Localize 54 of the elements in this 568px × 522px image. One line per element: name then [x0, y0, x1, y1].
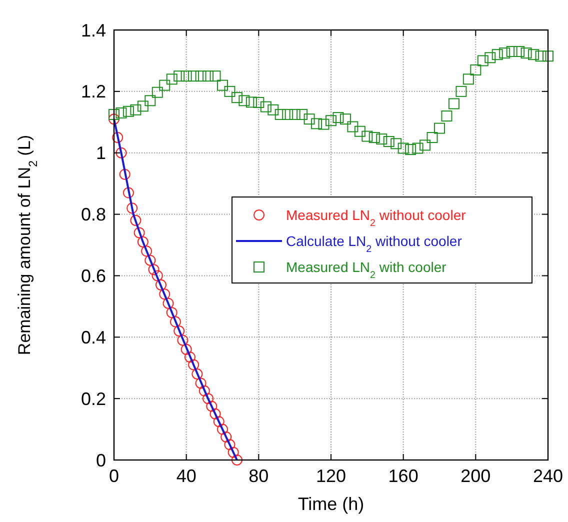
point [228, 446, 239, 458]
point [213, 416, 224, 428]
x-axis-title: Time (h) [298, 494, 364, 514]
point [188, 359, 200, 370]
point [116, 147, 127, 158]
x-tick-label: 0 [108, 466, 120, 486]
point [174, 326, 185, 336]
y-tick-label: 1.4 [80, 20, 106, 40]
point [119, 168, 130, 180]
point [144, 254, 156, 266]
point [122, 187, 134, 198]
y-tick-label: 0.4 [80, 327, 106, 348]
point [192, 368, 203, 380]
point [217, 424, 228, 435]
legend-label: Measured LN$_{2}$ without cooler [286, 206, 466, 228]
point [141, 246, 152, 257]
point [130, 214, 142, 226]
point [162, 298, 174, 309]
y-tick-label: 1.2 [80, 82, 106, 102]
x-tick-label: 40 [176, 466, 196, 486]
y-tick-label: 0.8 [80, 204, 106, 225]
x-tick-label: 80 [248, 466, 269, 486]
point [206, 400, 218, 412]
point [166, 307, 178, 318]
legend-label: Measured LN$_{2}$ with cooler [286, 258, 447, 280]
y-tick-label: 0.2 [80, 388, 106, 409]
x-tick-label: 200 [460, 466, 491, 486]
y-tick-label: 0 [96, 450, 106, 470]
point [126, 202, 138, 214]
y-tick-label: 1 [96, 143, 106, 164]
point [202, 393, 214, 404]
point [198, 385, 210, 396]
point [108, 114, 120, 125]
legend-label: Calculate LN$_{2}$ without cooler [286, 232, 462, 254]
x-tick-label: 120 [316, 466, 346, 486]
point [159, 288, 170, 300]
point [134, 227, 145, 238]
point [231, 454, 242, 466]
point [224, 439, 236, 450]
point [220, 431, 232, 442]
point [195, 378, 206, 389]
point [184, 352, 196, 363]
x-tick-label: 240 [532, 466, 564, 486]
point [177, 334, 188, 346]
point [112, 132, 124, 143]
x-tick-label: 160 [388, 466, 418, 486]
point [210, 408, 221, 420]
point [137, 236, 148, 248]
point [152, 270, 163, 282]
point [148, 264, 160, 276]
point [156, 279, 167, 290]
y-tick-label: 0.6 [80, 266, 106, 286]
point [180, 344, 192, 355]
point [170, 316, 181, 328]
